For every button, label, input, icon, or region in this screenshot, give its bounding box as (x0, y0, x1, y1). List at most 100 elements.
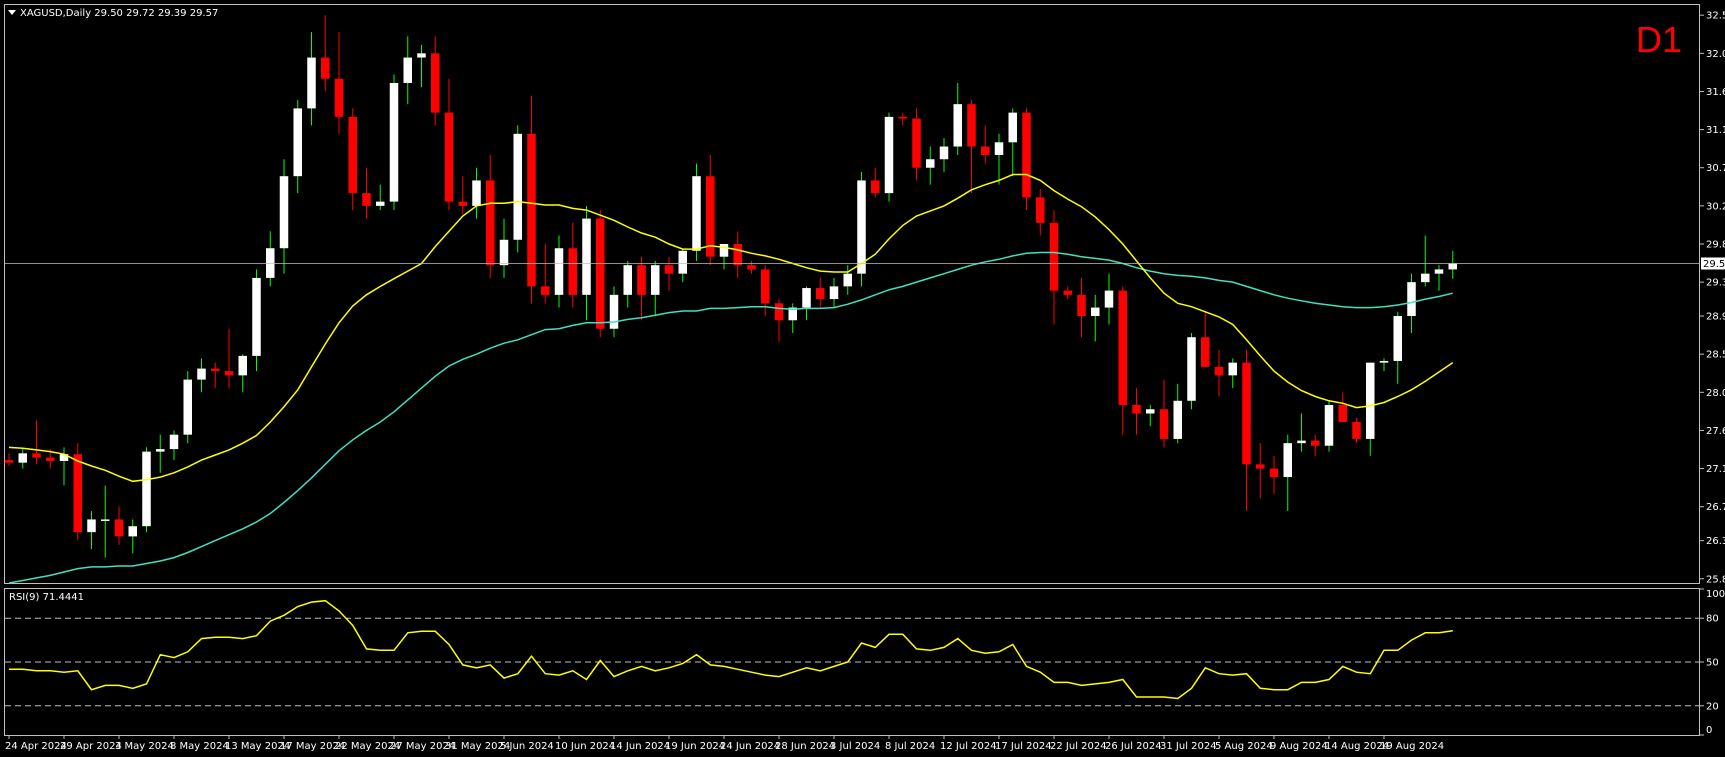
candle-body (1228, 362, 1237, 376)
candle-body (1421, 273, 1430, 283)
candle-body (59, 454, 69, 461)
candle-body (1063, 290, 1072, 295)
candle-body (1146, 409, 1155, 414)
candle-body (32, 453, 41, 458)
candle-body (211, 368, 220, 372)
price-tick-label: 28.05 (1706, 388, 1725, 399)
candle-body (87, 519, 96, 533)
time-tick-label: 9 Aug 2024 (1270, 741, 1328, 752)
time-tick-label: 19 Aug 2024 (1380, 741, 1444, 752)
candle-body (1379, 360, 1389, 363)
rsi-header: RSI(9) 71.4441 (9, 592, 84, 603)
price-tick-label: 28.50 (1706, 350, 1725, 361)
time-tick-label: 8 Jul 2024 (885, 741, 935, 752)
rsi-line-group (9, 599, 1453, 700)
candle-body (1283, 443, 1292, 478)
time-tick-label: 5 Jun 2024 (500, 741, 554, 752)
candle-body (651, 265, 660, 295)
candle-body (1008, 112, 1017, 143)
candle-body (816, 288, 825, 300)
moving-average-lines (8, 173, 1454, 584)
candle-body (1159, 409, 1169, 439)
candle-body (829, 286, 839, 300)
price-panel-frame (4, 4, 1700, 584)
price-tick-label: 29.35 (1706, 278, 1725, 289)
candle-body (4, 460, 14, 463)
candle-body (307, 57, 316, 109)
time-tick-label: 29 Apr 2024 (60, 741, 122, 752)
price-tick-label: 32.05 (1706, 49, 1725, 60)
candle-body (334, 78, 344, 117)
time-tick-label: 31 Jul 2024 (1160, 741, 1217, 752)
price-tick-label: 31.15 (1706, 125, 1725, 136)
rsi-tick-label: 100 (1706, 589, 1725, 600)
candle-body (967, 104, 976, 147)
time-tick-label: 10 Jun 2024 (555, 741, 615, 752)
time-tick-label: 14 Jun 2024 (610, 741, 670, 752)
candle-body (747, 265, 756, 270)
candle-body (1434, 269, 1444, 274)
price-tick-label: 30.70 (1706, 163, 1725, 174)
time-tick-label: 3 Jul 2024 (830, 741, 880, 752)
candle-body (1201, 337, 1210, 367)
current-price-line-group: 29.57 (5, 257, 1725, 270)
candle-body (169, 434, 179, 450)
price-tick-label: 29.80 (1706, 239, 1725, 250)
price-tick-label: 27.60 (1706, 426, 1725, 437)
rsi-level-lines (5, 617, 1700, 707)
candle-body (692, 176, 701, 251)
candle-body (1173, 400, 1182, 439)
candle-body (582, 218, 591, 295)
candle-body (994, 142, 1004, 156)
time-tick-label: 26 Jul 2024 (1105, 741, 1162, 752)
candle-body (926, 159, 935, 168)
candle-body (871, 180, 880, 194)
candle-body (664, 265, 674, 274)
candle-body (444, 112, 454, 202)
candle-body (802, 288, 811, 308)
candle-body (1049, 222, 1059, 291)
candle-body (788, 307, 797, 321)
time-tick-label: 14 Aug 2024 (1325, 741, 1389, 752)
current-price-label: 29.57 (1703, 259, 1725, 270)
candle-body (376, 201, 385, 206)
candle-body (472, 180, 481, 206)
candle-body (293, 108, 302, 177)
candle-body (499, 239, 509, 266)
price-tick-label: 26.70 (1706, 502, 1725, 513)
collapse-triangle-icon[interactable] (8, 10, 16, 15)
rsi-axis: 100 80 50 20 0 (1700, 588, 1725, 736)
candle-body (1352, 421, 1361, 439)
rsi-tick-label: 20 (1706, 701, 1719, 712)
candle-body (884, 116, 894, 194)
time-tick-label: 8 May 2024 (170, 741, 229, 752)
candle-body (431, 53, 440, 113)
candle-body (1242, 362, 1251, 465)
time-tick-label: 17 May 2024 (280, 741, 345, 752)
time-tick-label: 3 May 2024 (115, 741, 174, 752)
candle-body (898, 116, 907, 119)
time-tick-label: 24 Jun 2024 (720, 741, 780, 752)
time-tick-label: 31 May 2024 (445, 741, 510, 752)
candle-body (403, 57, 412, 83)
candle-body (1077, 294, 1086, 317)
time-tick-label: 22 Jul 2024 (1050, 741, 1107, 752)
candle-body (596, 218, 605, 329)
candle-body (142, 451, 151, 527)
fast-moving-average-line (8, 173, 1454, 483)
symbol-header: XAGUSD,Daily 29.50 29.72 29.39 29.57 (20, 8, 218, 19)
price-tick-label: 31.60 (1706, 87, 1725, 98)
time-tick-label: 24 Apr 2024 (5, 741, 67, 752)
candle-body (362, 193, 371, 206)
candle-body (912, 118, 921, 168)
candle-body (1297, 440, 1306, 444)
candle-body (46, 457, 55, 461)
candle-body (843, 273, 852, 287)
candle-body (114, 519, 124, 537)
candle-body (1132, 405, 1141, 414)
candle-body (527, 133, 536, 287)
candle-body (1256, 464, 1265, 469)
candle-body (719, 243, 729, 257)
candle-body (486, 180, 495, 266)
